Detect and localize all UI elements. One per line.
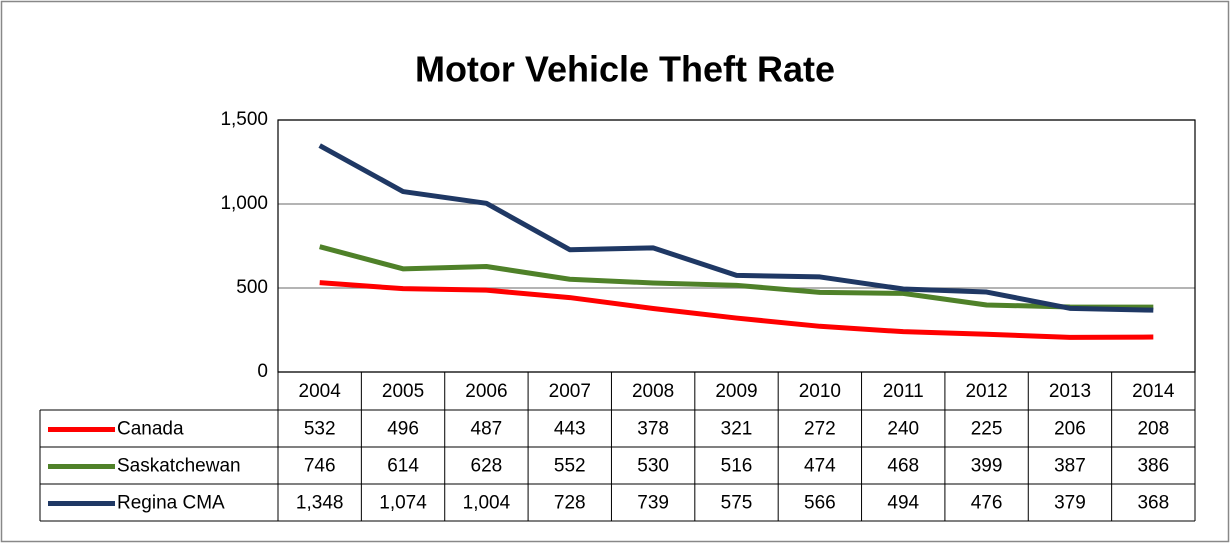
table-cell: 443 — [554, 419, 586, 440]
table-cell: 575 — [721, 493, 753, 514]
table-cell: 746 — [304, 456, 336, 477]
table-cell: 468 — [887, 456, 919, 477]
table-cell: 1,074 — [379, 493, 427, 514]
table-cell: 225 — [971, 419, 1003, 440]
series-line — [318, 143, 1154, 313]
legend-label: Saskatchewan — [117, 456, 241, 477]
x-tick-label: 2006 — [465, 381, 507, 402]
legend-label: Regina CMA — [117, 493, 225, 514]
series-line — [319, 280, 1154, 340]
x-tick-label: 2012 — [965, 381, 1007, 402]
x-tick-label: 2004 — [299, 381, 342, 402]
y-tick-label: 1,000 — [220, 193, 268, 214]
table-cell: 1,004 — [463, 493, 511, 514]
x-tick-label: 2010 — [799, 381, 841, 402]
table-cell: 379 — [1054, 493, 1086, 514]
table-cell: 516 — [721, 456, 753, 477]
table-cell: 487 — [471, 419, 503, 440]
table-cell: 208 — [1137, 419, 1169, 440]
table-cell: 552 — [554, 456, 586, 477]
x-tick-label: 2008 — [632, 381, 674, 402]
table-cell: 628 — [471, 456, 503, 477]
table-cell: 240 — [887, 419, 919, 440]
table-cell: 321 — [721, 419, 753, 440]
table-cell: 530 — [637, 456, 669, 477]
x-tick-label: 2007 — [549, 381, 591, 402]
table-cell: 496 — [387, 419, 419, 440]
table-cell: 728 — [554, 493, 586, 514]
table-cell: 399 — [971, 456, 1003, 477]
table-cell: 739 — [637, 493, 669, 514]
plot-border — [277, 119, 1196, 373]
table-cell: 1,348 — [296, 493, 344, 514]
table-cell: 386 — [1137, 456, 1169, 477]
table-cell: 272 — [804, 419, 836, 440]
table-cell: 476 — [971, 493, 1003, 514]
table-cell: 494 — [887, 493, 919, 514]
table-cell: 206 — [1054, 419, 1086, 440]
table-cell: 614 — [387, 456, 419, 477]
x-tick-label: 2011 — [883, 381, 924, 402]
x-tick-label: 2014 — [1132, 381, 1175, 402]
x-tick-label: 2013 — [1049, 381, 1091, 402]
y-tick-label: 500 — [236, 277, 268, 298]
y-tick-label: 0 — [257, 361, 268, 382]
y-tick-label: 1,500 — [220, 109, 268, 130]
x-tick-label: 2005 — [382, 381, 424, 402]
table-cell: 474 — [804, 456, 836, 477]
x-tick-label: 2009 — [715, 381, 757, 402]
table-cell: 387 — [1054, 456, 1086, 477]
table-cell: 368 — [1137, 493, 1169, 514]
chart-title: Motor Vehicle Theft Rate — [415, 49, 835, 90]
table-cell: 566 — [804, 493, 836, 514]
table-cell: 378 — [637, 419, 669, 440]
legend-label: Canada — [117, 419, 184, 440]
table-cell: 532 — [304, 419, 336, 440]
series-line — [319, 244, 1154, 310]
